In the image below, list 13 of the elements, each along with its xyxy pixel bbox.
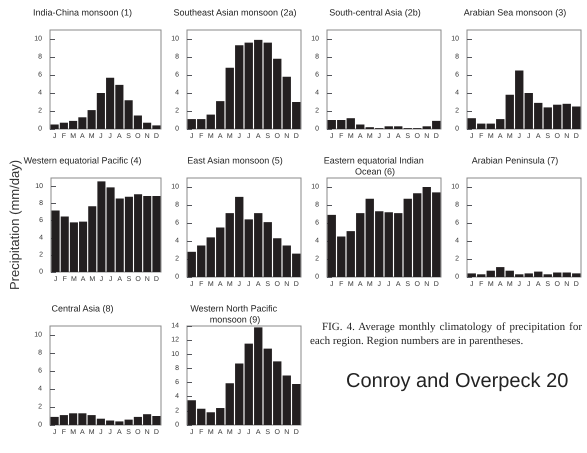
caption: FIG. 4. Average monthly climatology of precipitation for each region. Region numbers are in parentheses.	[310, 320, 582, 348]
chart-title: Arabian Sea monsoon (3)	[464, 8, 566, 18]
y-axis-title: Precipitation (mm/day)	[7, 160, 22, 290]
chart-title: Western equatorial Pacific (4)	[24, 156, 142, 166]
text: Conroy and Overpeck 20	[345, 370, 570, 393]
chart-title: Western North Pacific monsoon (9)	[190, 304, 280, 324]
chart-title: Central Asia (8)	[51, 304, 114, 314]
chart-title: East Asian monsoon (5)	[187, 156, 283, 166]
chart-title: Arabian Peninsula (7)	[472, 156, 558, 166]
chart-title: Eastern equatorial Indian Ocean (6)	[324, 156, 426, 176]
chart-title: South-central Asia (2b)	[329, 8, 421, 18]
chart-title: India-China monsoon (1)	[32, 8, 132, 18]
chart-title: Southeast Asian monsoon (2a)	[173, 8, 297, 18]
